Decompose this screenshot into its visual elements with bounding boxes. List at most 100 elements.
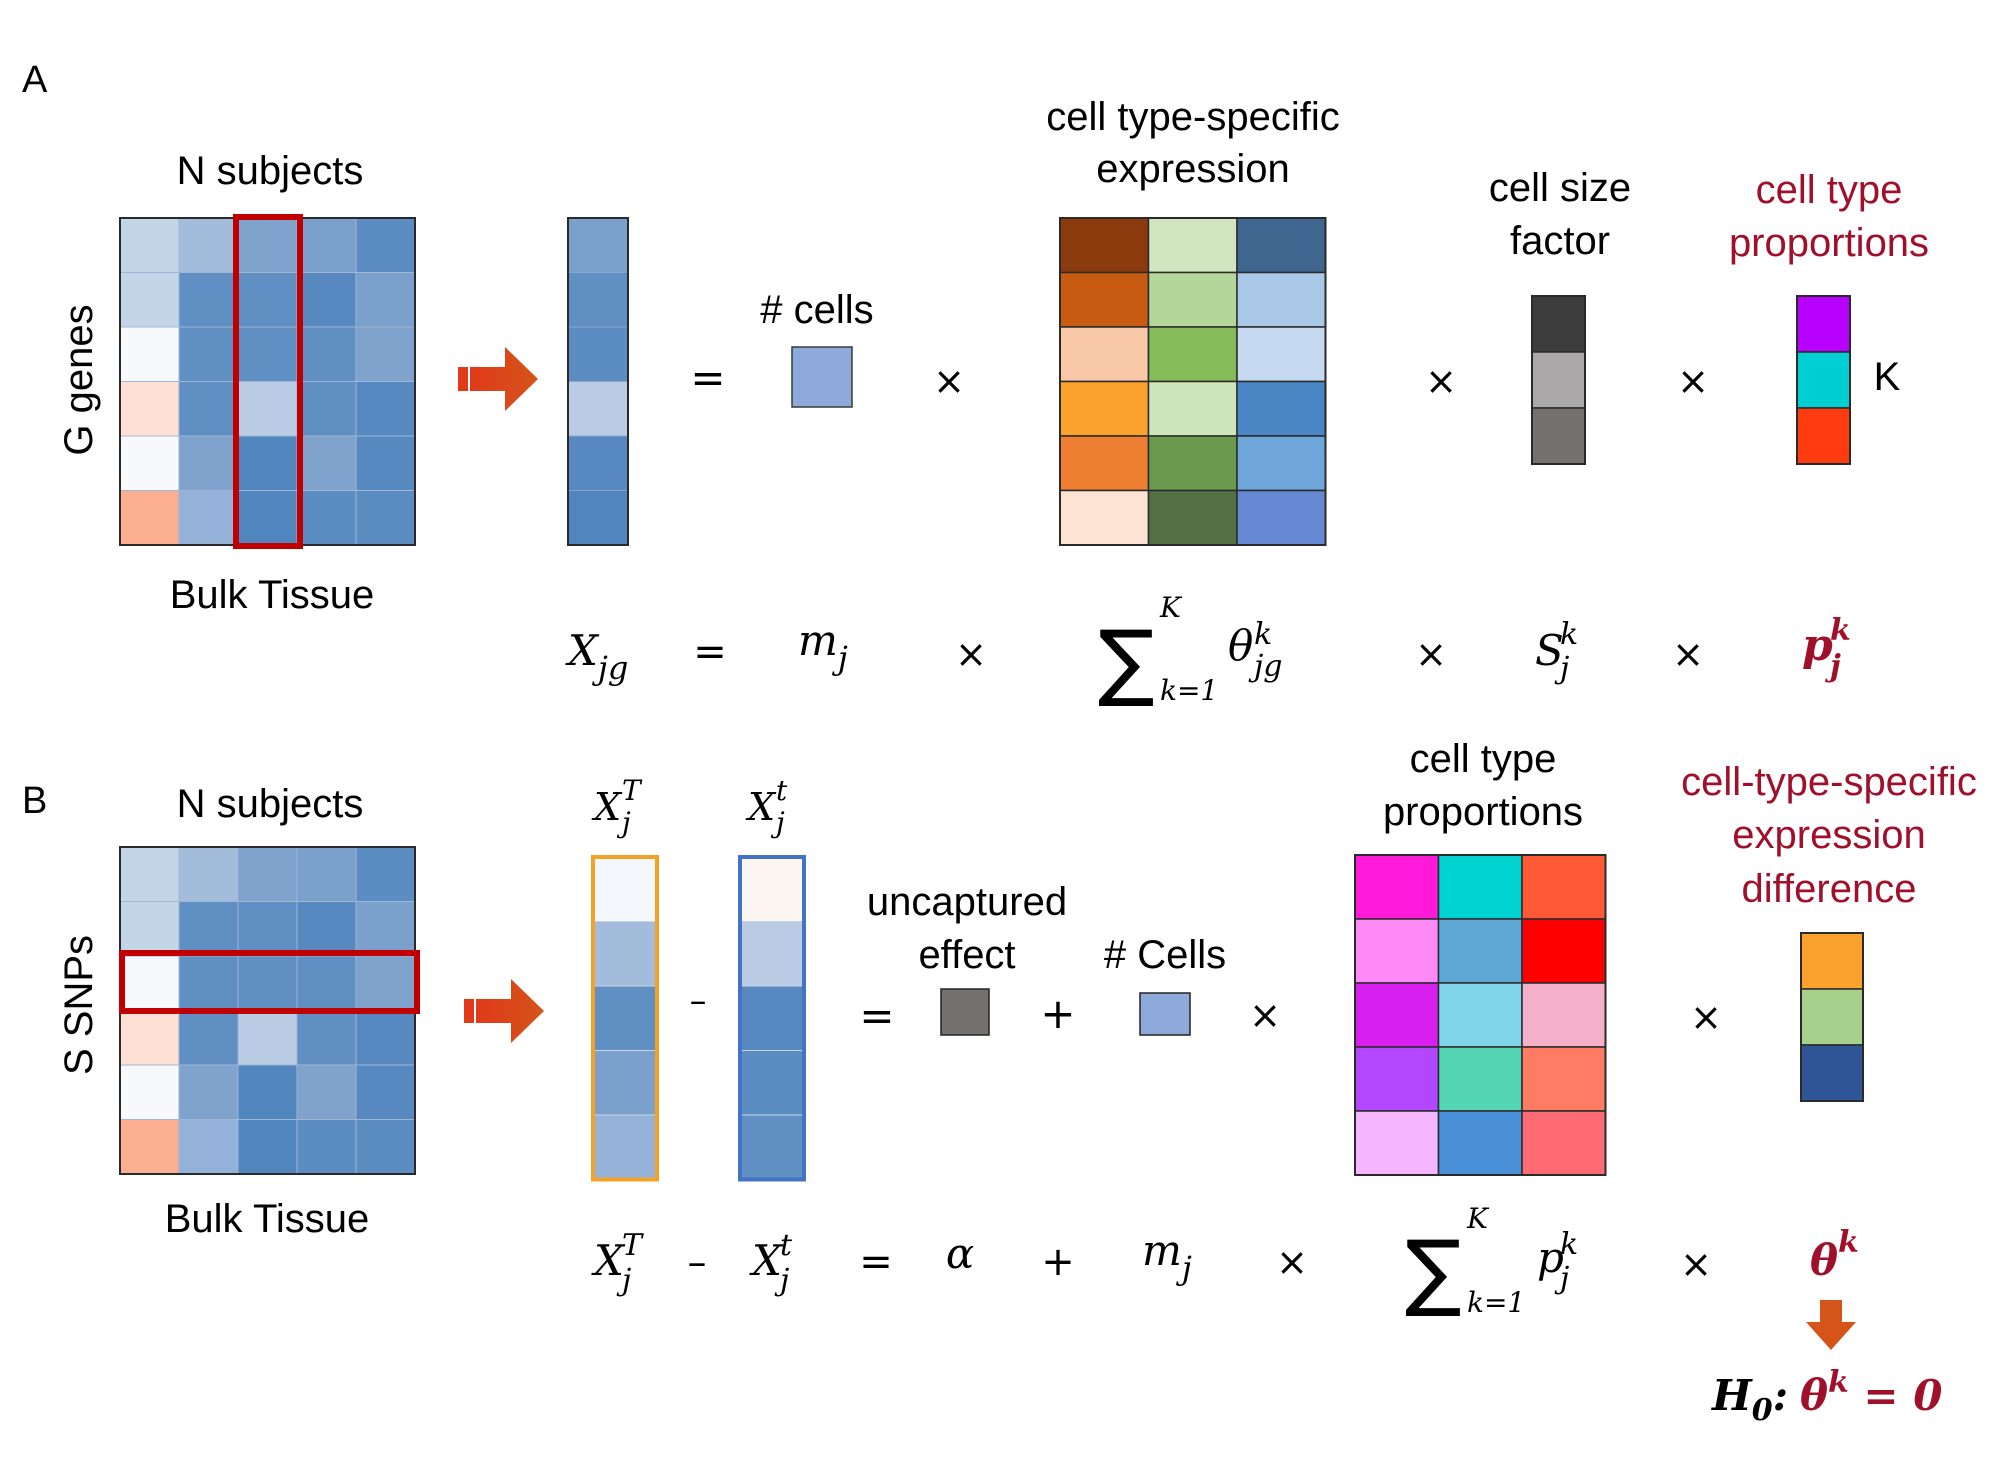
panel-b-csed-label-3: difference <box>1742 867 1917 911</box>
a-colvec-cell <box>567 272 629 328</box>
b-xT-cell <box>592 921 658 987</box>
b-prop-cell <box>1437 854 1523 920</box>
a-colvec-cell <box>567 381 629 437</box>
b-matrix-cell <box>296 955 357 1011</box>
a-matrix-cell <box>178 326 239 382</box>
a-cte-cell <box>1147 326 1238 383</box>
panel-a-arrow <box>458 347 538 411</box>
b-prop-cell <box>1354 1110 1440 1176</box>
b-matrix-cell <box>237 1010 298 1066</box>
panel-b-prop-label-2: proportions <box>1383 790 1583 834</box>
panel-b-prop-label-1: cell type <box>1410 737 1557 781</box>
a-matrix-cell <box>296 326 357 382</box>
formula-a-sum-upper: K <box>1159 591 1183 624</box>
panel-b-uncaptured-box <box>940 988 990 1036</box>
b-xt-cell <box>739 856 805 922</box>
b-csed-frame <box>1800 932 1864 1102</box>
panel-b-times-2: × <box>1690 995 1722 1039</box>
formula-a-times-2: × <box>1415 632 1447 676</box>
formula-b-x1: X <box>591 1236 626 1285</box>
b-xt-cell <box>739 921 805 987</box>
b-prop-frame <box>1354 854 1607 1176</box>
b-xt-cell <box>739 985 805 1051</box>
a-size-cell <box>1531 407 1586 465</box>
a-prop-cell <box>1796 407 1851 465</box>
b-xT-frame <box>591 855 659 1182</box>
b-matrix-cell <box>119 901 180 957</box>
formula-b-eq: = <box>859 1239 893 1285</box>
b-prop-cell <box>1521 982 1607 1048</box>
b-xt-cell <box>739 1114 805 1180</box>
b-matrix-cell <box>296 1010 357 1066</box>
formula-a-s: S <box>1535 626 1564 675</box>
b-prop-cell <box>1354 918 1440 984</box>
b-xT-cell <box>592 985 658 1051</box>
panel-a-cte-matrix <box>1059 217 1327 546</box>
hypothesis-theta: θ <box>1800 1371 1828 1420</box>
formula-b-x1-sup: T <box>622 1228 644 1263</box>
panel-b-csed-label-1: cell-type-specific <box>1681 760 1977 804</box>
a-matrix-cell <box>178 217 239 273</box>
a-cte-cell <box>1147 489 1238 546</box>
a-matrix-cell <box>355 272 416 328</box>
formula-b-times-1: × <box>1276 1240 1308 1284</box>
b-csed-cell <box>1800 1044 1864 1102</box>
panel-b-vector-minus: – <box>690 981 707 1021</box>
a-matrix-cell <box>237 435 298 491</box>
a-matrix-cell <box>178 381 239 437</box>
panel-a-times-1: × <box>933 359 965 403</box>
formula-a-sum-lower: k=1 <box>1160 674 1218 707</box>
a-matrix-cell <box>296 490 357 546</box>
b-matrix-cell <box>178 1064 239 1120</box>
panel-b-xT-base: X <box>591 785 623 829</box>
formula-a-p-sup: k <box>1830 613 1851 648</box>
a-matrix-cell <box>237 272 298 328</box>
panel-b-times-1: × <box>1249 993 1281 1037</box>
panel-b-letter: B <box>22 780 47 822</box>
formula-b-x2: X <box>749 1236 784 1285</box>
a-matrix-cell <box>119 272 180 328</box>
a-matrix-cell <box>119 435 180 491</box>
panel-b-uncaptured-label-2: effect <box>918 933 1015 977</box>
formula-b-theta-sup: k <box>1838 1225 1859 1260</box>
a-matrix-cell <box>355 381 416 437</box>
b-matrix-cell <box>119 955 180 1011</box>
a-cte-cell <box>1059 489 1150 546</box>
a-matrix-cell <box>355 435 416 491</box>
a-colvec-frame <box>567 217 629 546</box>
panel-b-xT-sup: T <box>622 774 643 807</box>
b-matrix-cell <box>355 1064 416 1120</box>
b-prop-cell <box>1437 918 1523 984</box>
b-prop-cell <box>1521 918 1607 984</box>
a-matrix-cell <box>296 435 357 491</box>
panel-a-bulk-matrix <box>119 214 416 549</box>
a-cte-cell <box>1236 489 1327 546</box>
b-matrix-cell <box>178 901 239 957</box>
formula-b-p-sup: k <box>1560 1227 1578 1262</box>
formula-b-sum-lower: k=1 <box>1467 1286 1525 1319</box>
b-matrix-cell <box>237 1119 298 1175</box>
svg-text:H0:: H0: <box>1711 1371 1788 1428</box>
svg-text:X: X <box>745 785 777 829</box>
a-prop-frame <box>1796 295 1851 465</box>
panel-b-plus: + <box>1040 989 1075 1038</box>
a-cte-cell <box>1236 435 1327 492</box>
b-matrix-cell <box>237 846 298 902</box>
a-matrix-cell <box>355 490 416 546</box>
b-matrix-cell <box>296 846 357 902</box>
formula-b-sigma: ∑ <box>1405 1222 1462 1320</box>
panel-b-csed-label-2: expression <box>1732 813 1925 857</box>
a-colvec-cell <box>567 490 629 546</box>
b-xT-cell <box>592 856 658 922</box>
a-colvec-cell <box>567 435 629 491</box>
b-matrix-cell <box>178 1119 239 1175</box>
a-matrix-cell <box>119 217 180 273</box>
svg-text:θk = 0: θk = 0 <box>1800 1365 1942 1420</box>
panel-b-xT-vector <box>591 855 659 1182</box>
formula-a-theta-sub: jg <box>1248 649 1283 684</box>
formula-b-alpha: α <box>946 1229 974 1278</box>
a-cte-cell <box>1147 435 1238 492</box>
b-xt-cell <box>739 1050 805 1116</box>
b-matrix-cell <box>296 1064 357 1120</box>
b-matrix-cell <box>178 846 239 902</box>
